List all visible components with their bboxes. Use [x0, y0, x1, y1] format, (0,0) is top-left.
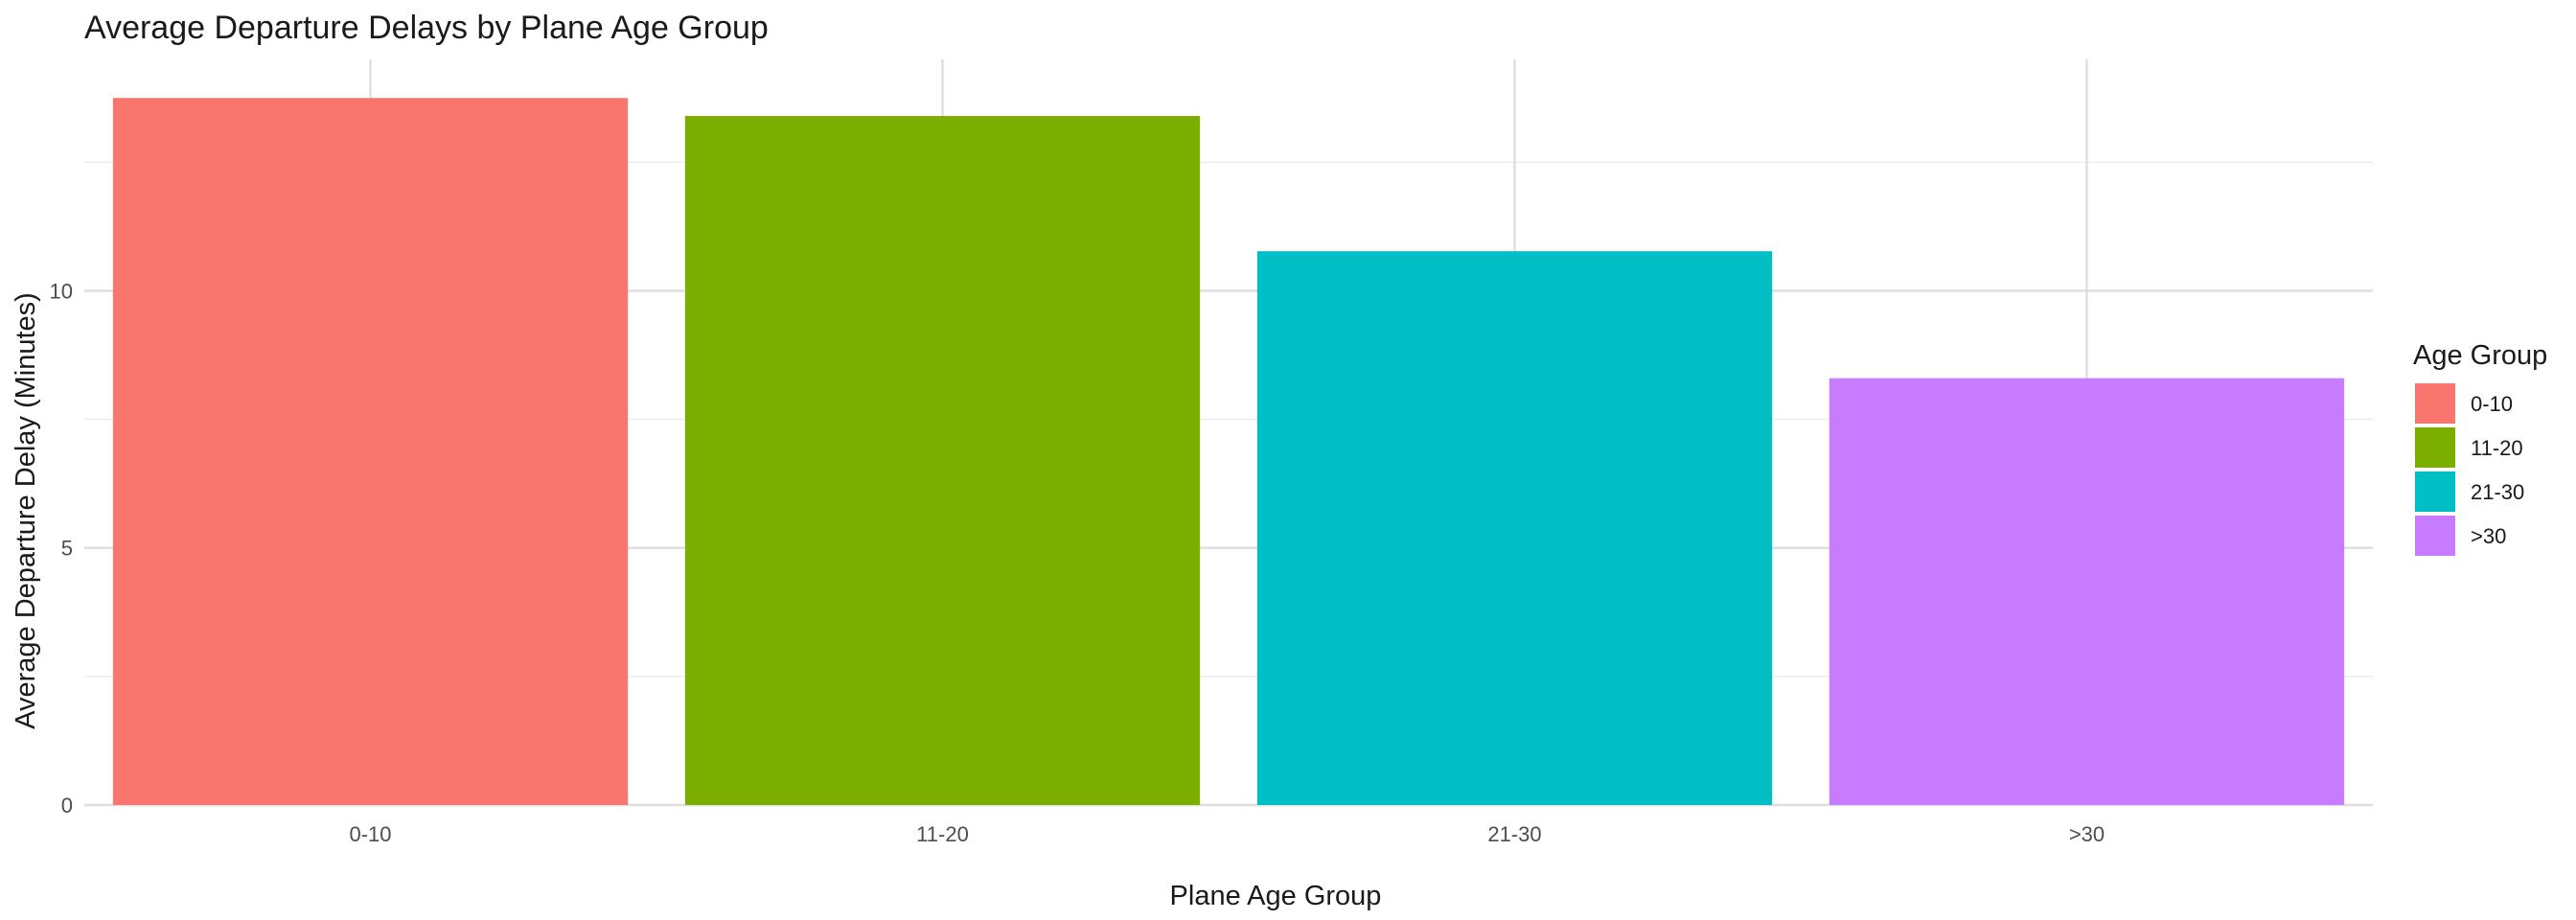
legend-label: 0-10	[2471, 392, 2513, 416]
bar-2	[684, 116, 1201, 805]
x-tick-label: 0-10	[349, 822, 391, 846]
legend-swatch	[2415, 383, 2455, 424]
legend-swatch	[2415, 516, 2455, 556]
legend-swatch	[2415, 472, 2455, 512]
bars	[112, 98, 2345, 805]
bar-4	[1828, 378, 2345, 805]
y-tick-label: 0	[61, 794, 73, 817]
legend-label: 21-30	[2471, 480, 2524, 504]
y-axis-label: Average Departure Delay (Minutes)	[11, 292, 41, 729]
chart-title: Average Departure Delays by Plane Age Gr…	[84, 10, 769, 46]
x-tick-label: 21-30	[1487, 822, 1541, 846]
x-tick-label: 11-20	[916, 822, 969, 846]
bar-1	[112, 98, 629, 805]
x-axis-label: Plane Age Group	[1170, 881, 1382, 911]
legend: Age Group 0-10 11-20 21-30 >30	[2413, 340, 2547, 556]
legend-title: Age Group	[2413, 340, 2547, 371]
x-tick-label: >30	[2069, 822, 2104, 846]
x-axis-ticks: 0-10 11-20 21-30 >30	[349, 822, 2104, 846]
y-tick-label: 10	[50, 279, 73, 303]
legend-swatch	[2415, 427, 2455, 468]
y-tick-label: 5	[61, 537, 73, 561]
y-axis-ticks: 0 5 10	[50, 279, 73, 817]
legend-label: 11-20	[2471, 436, 2523, 460]
bar-3	[1256, 251, 1773, 805]
legend-label: >30	[2471, 524, 2506, 548]
